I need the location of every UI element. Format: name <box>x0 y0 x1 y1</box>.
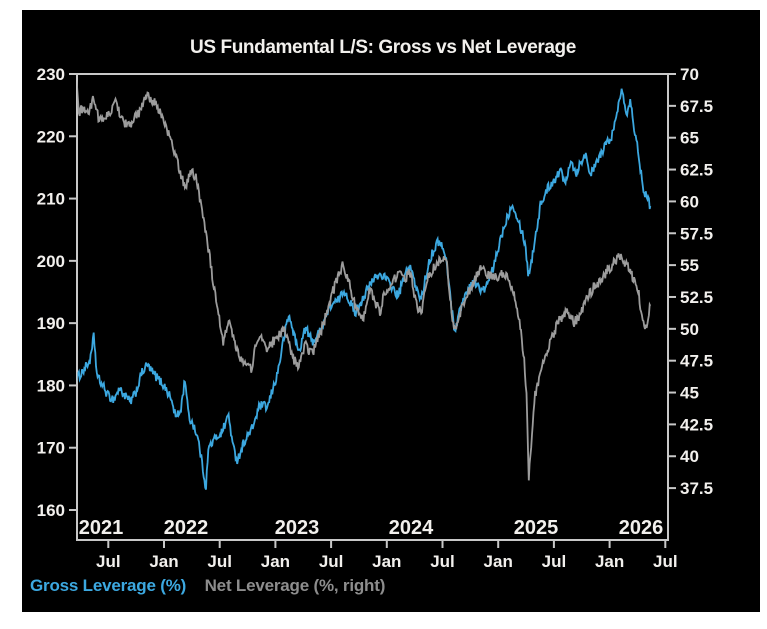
x-axis-month-label: Jul <box>653 552 678 571</box>
right-axis-tick-label: 42.5 <box>680 415 713 434</box>
chart-legend: Gross Leverage (%) Net Leverage (%, righ… <box>30 576 399 596</box>
net-leverage-line <box>77 79 652 481</box>
x-axis-month-label: Jan <box>484 552 513 571</box>
left-axis-tick-label: 160 <box>37 501 65 520</box>
legend-gross-leverage: Gross Leverage (%) <box>30 576 187 595</box>
x-axis-month-label: Jan <box>261 552 290 571</box>
right-axis-tick-label: 52.5 <box>680 288 713 307</box>
gross-leverage-line <box>77 88 652 490</box>
right-axis-tick-label: 67.5 <box>680 97 713 116</box>
right-axis-tick-label: 50 <box>680 320 699 339</box>
legend-net-leverage: Net Leverage (%, right) <box>204 576 386 595</box>
x-axis-month-label: Jan <box>595 552 624 571</box>
right-axis-tick-label: 47.5 <box>680 352 713 371</box>
left-axis-tick-label: 180 <box>37 376 65 395</box>
x-axis-month-label: Jan <box>372 552 401 571</box>
x-axis-year-label: 2025 <box>514 517 559 539</box>
right-axis-tick-label: 40 <box>680 447 699 466</box>
right-axis-tick-label: 62.5 <box>680 161 713 180</box>
right-axis-tick-label: 55 <box>680 256 699 275</box>
chart-panel <box>22 10 760 612</box>
x-axis-month-label: Jul <box>430 552 455 571</box>
x-axis-year-label: 2026 <box>619 517 664 539</box>
left-axis-tick-label: 200 <box>37 252 65 271</box>
x-axis-month-label: Jul <box>96 552 121 571</box>
x-axis-year-label: 2023 <box>275 517 320 539</box>
right-axis-tick-label: 70 <box>680 65 699 84</box>
plot-frame <box>76 73 669 541</box>
x-axis-month-label: Jul <box>319 552 344 571</box>
x-axis-month-label: Jul <box>542 552 567 571</box>
right-axis-tick-label: 60 <box>680 192 699 211</box>
x-axis-month-label: Jul <box>207 552 232 571</box>
left-axis-tick-label: 210 <box>37 190 65 209</box>
right-axis-tick-label: 37.5 <box>680 479 713 498</box>
left-axis-tick-label: 220 <box>37 127 65 146</box>
right-axis-tick-label: 65 <box>680 129 699 148</box>
x-axis-year-label: 2021 <box>79 517 124 539</box>
right-axis-tick-label: 45 <box>680 384 699 403</box>
left-axis-tick-label: 170 <box>37 439 65 458</box>
left-axis-tick-label: 190 <box>37 314 65 333</box>
chart-title: US Fundamental L/S: Gross vs Net Leverag… <box>190 37 576 58</box>
x-axis-year-label: 2022 <box>164 517 209 539</box>
left-axis-tick-label: 230 <box>37 65 65 84</box>
right-axis-tick-label: 57.5 <box>680 224 713 243</box>
x-axis-year-label: 2024 <box>389 517 434 539</box>
x-axis-month-label: Jan <box>149 552 178 571</box>
